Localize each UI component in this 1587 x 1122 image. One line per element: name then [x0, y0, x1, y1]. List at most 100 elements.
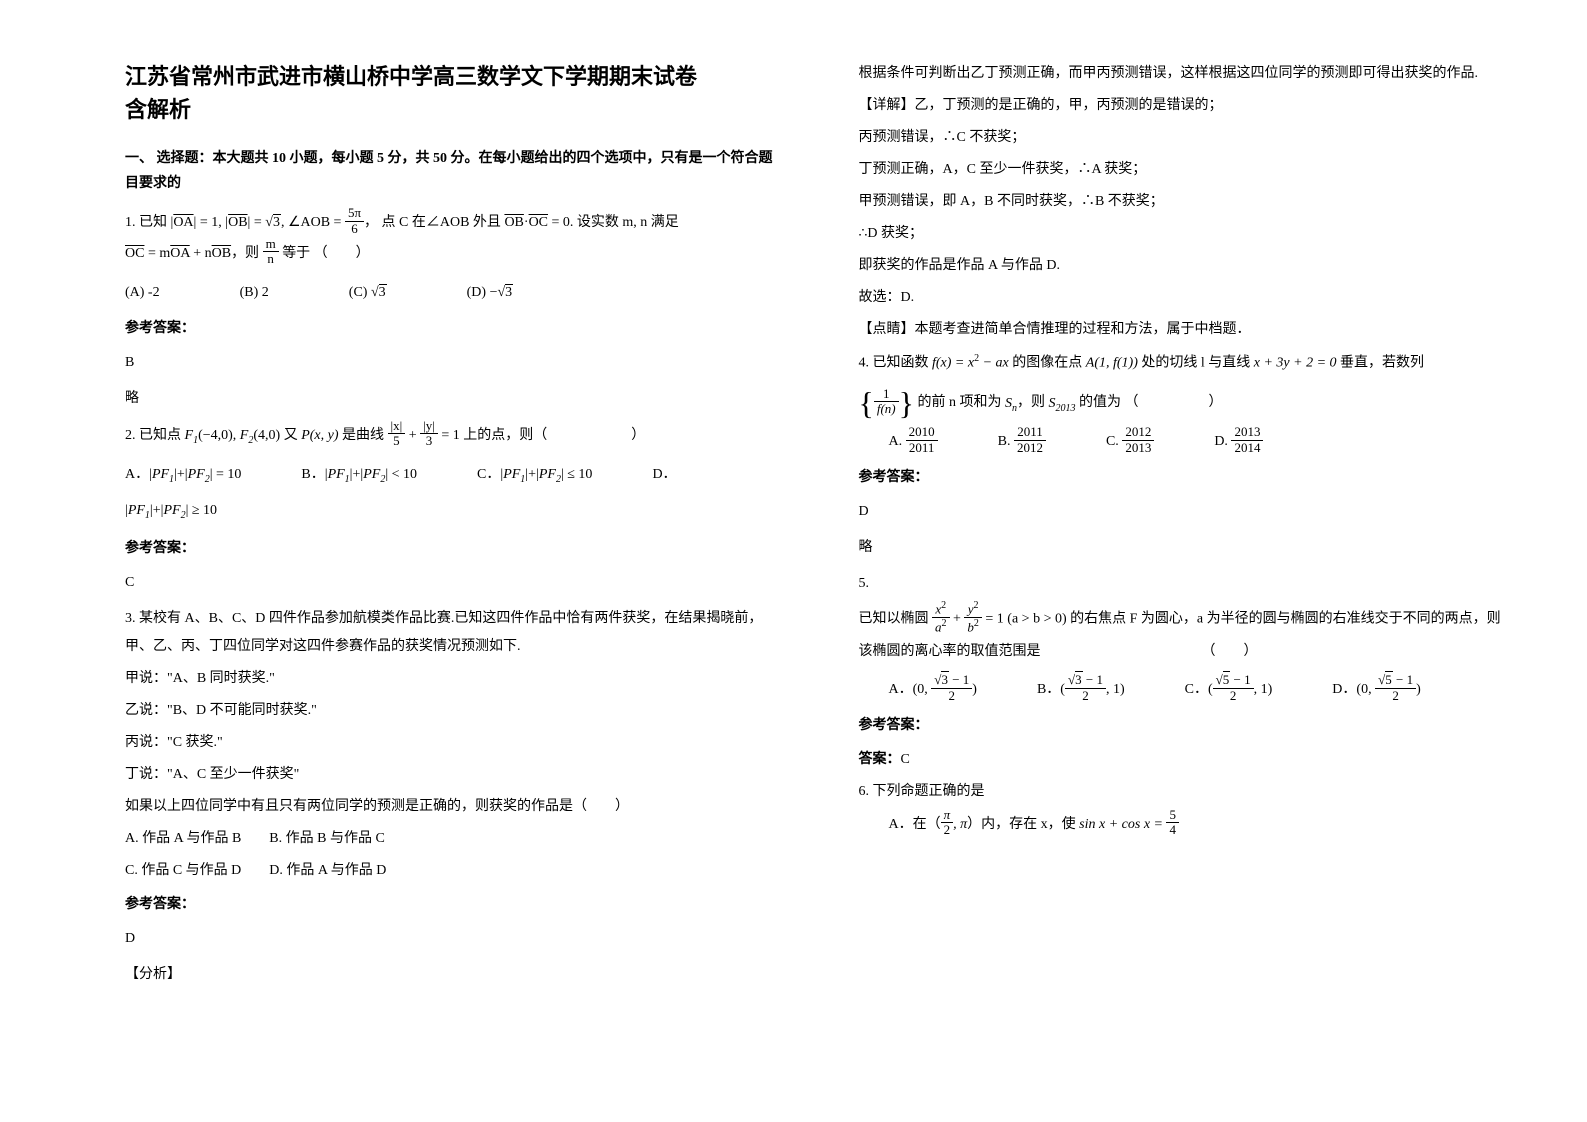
q4-a1: A(1, f(1)) — [1082, 356, 1141, 371]
q1-brief: 略 — [125, 385, 779, 413]
q5-Bd: 2 — [1065, 689, 1106, 703]
title-l1: 江苏省常州市武进市横山桥中学高三数学文下学期期末试卷 — [125, 64, 697, 89]
q4-bfd: f(n) — [874, 402, 899, 416]
q1-obd: OB — [504, 215, 523, 230]
r-p2: 【详解】乙，丁预测的是正确的，甲，丙预测的是错误的； — [859, 92, 1513, 120]
q4-Dl: D. — [1214, 434, 1231, 449]
q5-Bl: B． — [1037, 682, 1060, 697]
q6-pre: 6. 下列命题正确的是 — [859, 778, 1513, 806]
q1-2b: = m — [144, 246, 170, 261]
q2-e1: = 1 — [438, 428, 460, 443]
q2d-pf1: PF — [128, 503, 145, 518]
question-5: 已知以椭圆 x2a2 + y2b2 = 1 (a > b > 0) 的右焦点 F… — [859, 602, 1513, 667]
question-1: 1. 已知 OA = 1, OB = 3, ∠AOB = 5π6， 点 C 在∠… — [125, 208, 779, 270]
question-2: 2. 已知点 F1(−4,0), F2(4,0) 又 P(x, y) 是曲线 |… — [125, 421, 779, 452]
q1-Dl: (D) − — [467, 285, 498, 300]
doc-title: 江苏省常州市武进市横山桥中学高三数学文下学期期末试卷 含解析 — [125, 60, 779, 126]
q4-m: − ax — [979, 356, 1012, 371]
q2b-pf2s: 2 — [380, 473, 385, 484]
q5-Al: A． — [889, 682, 913, 697]
q2-f1c: (−4,0), — [198, 428, 240, 443]
q2-Al: A． — [125, 467, 149, 482]
q3-ans-label: 参考答案： — [125, 891, 779, 919]
q5-Cm: − 1 — [1230, 672, 1250, 687]
q5-Dm: − 1 — [1393, 672, 1413, 687]
q5-Ad: 2 — [931, 689, 972, 703]
q5-Dl: D． — [1332, 682, 1356, 697]
q2-t: 上的点，则（ ） — [463, 428, 645, 443]
q2a-pf2s: 2 — [205, 473, 210, 484]
q4-B: B. 20112012 — [998, 427, 1046, 458]
q5-Ar: 3 — [941, 671, 949, 687]
q5-Am: − 1 — [949, 672, 969, 687]
q6-A3: ）内，存在 x，使 — [967, 817, 1079, 832]
q5-B: B．(3 − 12, 1) — [1037, 675, 1125, 706]
q1-md: n — [263, 252, 279, 266]
q2-B: B．PF1+PF2 < 10 — [301, 460, 417, 491]
q6-A2: , π — [953, 817, 967, 832]
q1-oa: OA — [173, 215, 193, 230]
q2a-pf1s: 1 — [169, 473, 174, 484]
q4-Cn: 2012 — [1122, 425, 1154, 440]
q1-choices: (A) -2 (B) 2 (C) 3 (D) −3 — [125, 278, 779, 309]
q5-Br: 3 — [1075, 671, 1083, 687]
q4-fx: f(x) = x — [929, 356, 975, 371]
q2c-pf1s: 1 — [520, 473, 525, 484]
q4-ln: x + 3y + 2 = 0 — [1250, 356, 1340, 371]
q5-Bm: − 1 — [1083, 672, 1103, 687]
q5-Cl: C． — [1185, 682, 1208, 697]
q3-cond: 如果以上四位同学中有且只有两位同学的预测是正确的，则获奖的作品是（ ） — [125, 793, 779, 821]
q5-A0: (0, — [913, 682, 932, 697]
q2-p: P(x, y) — [301, 428, 342, 443]
q2-pl: + — [405, 428, 420, 443]
r-p6: ∴D 获奖； — [859, 220, 1513, 248]
q2d-pf2s: 2 — [181, 510, 186, 521]
q4-s2: ，则 — [1017, 396, 1045, 411]
r-p9l: 【点睛】 — [859, 322, 915, 337]
q2-Dl: D． — [652, 460, 676, 491]
q6-pn: π — [941, 808, 954, 823]
q4-ans: D — [859, 498, 1513, 526]
q3-AB: A. 作品 A 与作品 B B. 作品 B 与作品 C — [125, 825, 779, 853]
q4-Dd: 2014 — [1231, 441, 1263, 455]
q2a-pf1: PF — [152, 467, 169, 482]
q1-2f: ，则 — [231, 246, 263, 261]
q2-ans-label: 参考答案： — [125, 535, 779, 563]
q2-pre: 2. 已知点 — [125, 428, 181, 443]
q4-line2: {1f(n)} 的前 n 项和为 Sn，则 S2013 的值为 （ ） — [859, 387, 1513, 419]
q4-Dn: 2013 — [1231, 425, 1263, 440]
q1-ans-label: 参考答案： — [125, 315, 779, 343]
q6-pd: 2 — [941, 823, 954, 837]
q5-C1: , 1) — [1254, 682, 1273, 697]
q6-Al: A．在（ — [889, 817, 941, 832]
q4-s1: 的前 n 项和为 — [918, 396, 1002, 411]
q5-Ac: ) — [972, 682, 977, 697]
q3-yi: 乙说："B、D 不可能同时获奖." — [125, 697, 779, 725]
r-p9: 【点睛】本题考查进简单合情推理的过程和方法，属于中档题． — [859, 316, 1513, 344]
r-p9t: 本题考查进简单合情推理的过程和方法，属于中档题． — [915, 322, 1251, 337]
q4-pre: 4. 已知函数 — [859, 356, 929, 371]
q4-mid: 的图像在点 — [1012, 356, 1082, 371]
q2b-pf1s: 1 — [345, 473, 350, 484]
q3-C: C. 作品 C 与作品 D — [125, 863, 241, 878]
q4-Bn: 2011 — [1014, 425, 1046, 440]
q1-C: (C) 3 — [349, 278, 387, 309]
q2-C: C．PF1+PF2 ≤ 10 — [477, 460, 592, 491]
q1-t: 设实数 m, n 满足 — [577, 215, 679, 230]
q2-f1: F — [185, 428, 194, 443]
q3-jia: 甲说："A、B 同时获奖." — [125, 665, 779, 693]
q4-bfn: 1 — [874, 387, 899, 402]
q2-choices: A．PF1+PF2 = 10 B．PF1+PF2 < 10 C．PF1+PF2 … — [125, 460, 779, 491]
q2-yd: 3 — [420, 434, 438, 448]
q2-Be: < 10 — [388, 467, 417, 482]
q1-e2: = — [250, 215, 265, 230]
q5-ans: 答案：C — [859, 746, 1513, 774]
q1-r3: 3 — [273, 214, 281, 230]
q3-ding: 丁说："A、C 至少一件获奖" — [125, 761, 779, 789]
q4-tl: 垂直，若数列 — [1340, 356, 1424, 371]
q5-A: A．(0, 3 − 12) — [889, 675, 977, 706]
q2d-pf2: PF — [163, 503, 180, 518]
q4-A: A. 20102011 — [889, 427, 938, 458]
q2d-pf1s: 1 — [145, 510, 150, 521]
q4-An: 2010 — [906, 425, 938, 440]
